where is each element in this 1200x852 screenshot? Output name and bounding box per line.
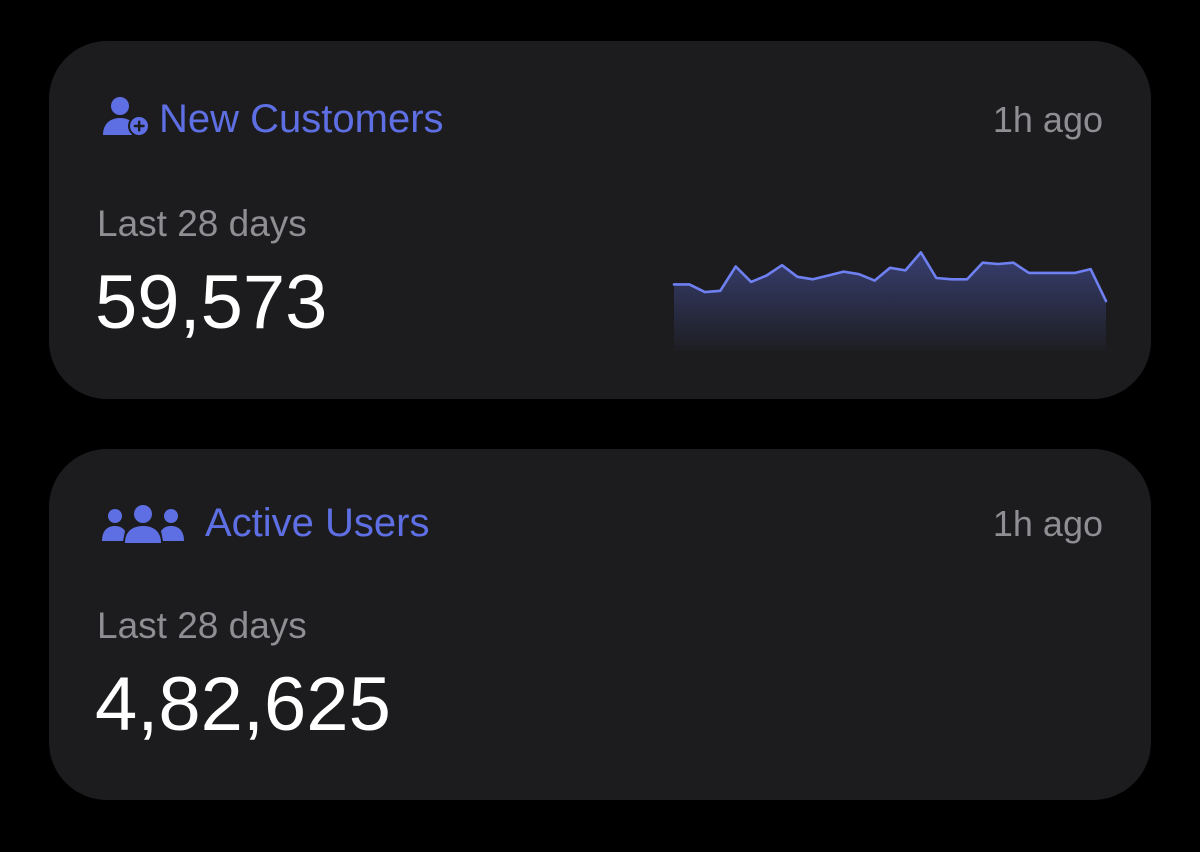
user-plus-icon <box>101 95 157 139</box>
updated-time: 1h ago <box>992 503 1103 544</box>
active-users-card[interactable]: Active Users 1h ago Last 28 days 4,82,62… <box>49 449 1151 800</box>
updated-time: 1h ago <box>992 99 1103 140</box>
period-label: Last 28 days <box>97 203 307 244</box>
sparkline-line <box>672 251 1108 303</box>
sparkline-area <box>674 252 1106 351</box>
metric-value: 4,82,625 <box>95 662 391 747</box>
sparkline-chart <box>672 223 1108 351</box>
users-group-icon <box>101 503 185 547</box>
metric-value: 59,573 <box>95 260 328 345</box>
new-customers-card[interactable]: New Customers 1h ago Last 28 days 59,573 <box>49 41 1151 399</box>
card-title: New Customers <box>159 97 444 141</box>
card-title: Active Users <box>205 501 430 545</box>
period-label: Last 28 days <box>97 605 307 646</box>
